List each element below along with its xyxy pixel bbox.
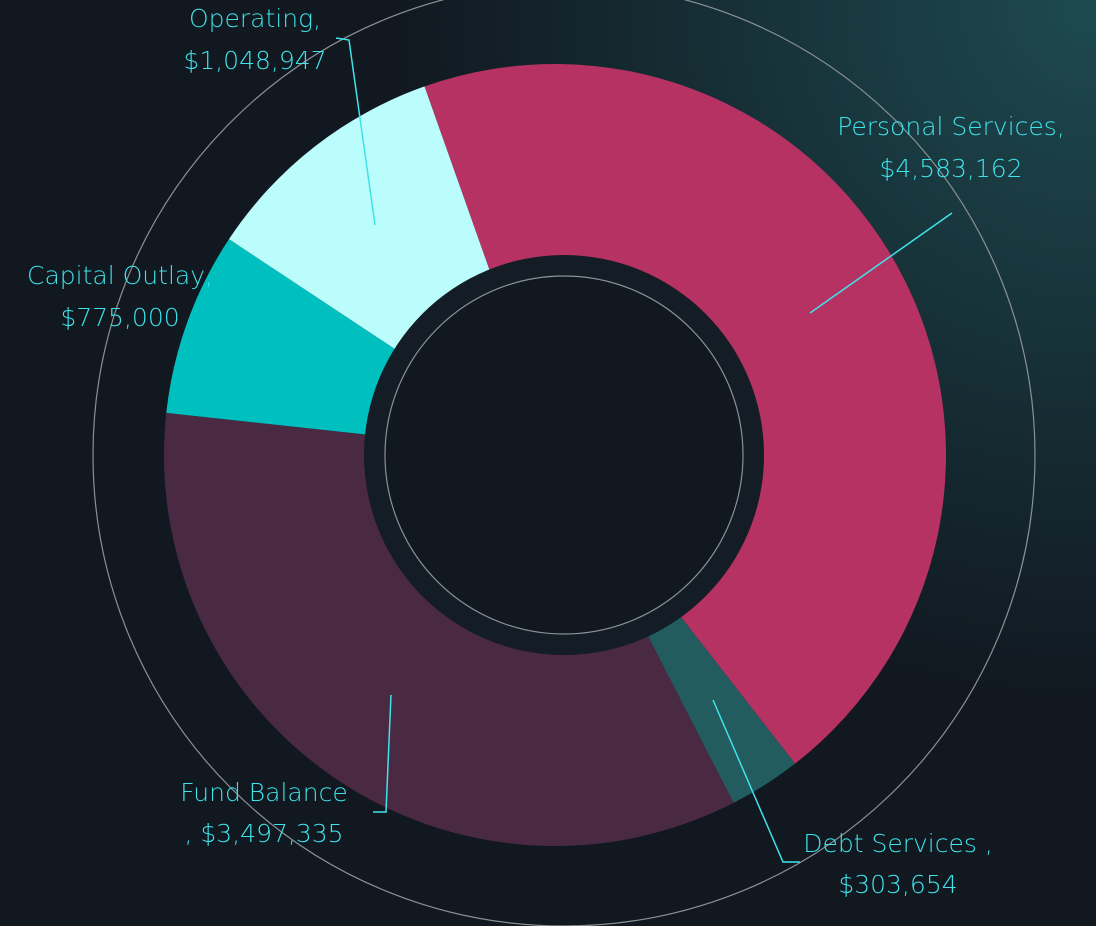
category-name: Debt Services: [803, 829, 985, 858]
data-label-value: $303,654: [838, 870, 957, 899]
leader-line: [335, 37, 376, 226]
value-label: $1,048,947: [183, 46, 326, 75]
value-label: $4,583,162: [879, 154, 1022, 183]
slice: [641, 604, 796, 803]
category-name: Operating: [189, 4, 313, 33]
category-name: Fund Balance: [180, 778, 347, 807]
category-name: Personal Services: [837, 112, 1057, 141]
data-label-value: $775,000: [60, 303, 179, 332]
slice: [166, 239, 397, 435]
leader-line: [373, 694, 392, 813]
label-separator: ,: [205, 261, 213, 290]
label-separator: ,: [313, 4, 321, 33]
data-label-value: , $3,497,335: [184, 819, 343, 848]
data-label-name: Operating,: [189, 4, 321, 33]
label-separator: ,: [184, 819, 192, 848]
label-separator: ,: [985, 829, 993, 858]
leader-line: [809, 212, 953, 314]
category-name: Capital Outlay: [27, 261, 205, 290]
labels: Personal Services, $4,583,162 Debt Service…: [27, 4, 1065, 899]
slices: [163, 63, 947, 846]
data-label-value: $4,583,162: [879, 154, 1022, 183]
data-label-name: Fund Balance: [180, 778, 347, 807]
data-label-name: Capital Outlay,: [27, 261, 213, 290]
inner-ring: [384, 275, 744, 635]
value-label: $303,654: [838, 870, 957, 899]
slice: [424, 63, 947, 764]
data-label-name: Debt Services ,: [803, 829, 993, 858]
value-label: $3,497,335: [200, 819, 343, 848]
label-separator: ,: [1057, 112, 1065, 141]
slice: [228, 86, 492, 351]
value-label: $775,000: [60, 303, 179, 332]
data-label-value: $1,048,947: [183, 46, 326, 75]
outer-ring: [92, 0, 1036, 926]
slice: [163, 412, 734, 846]
leader-line: [712, 699, 800, 863]
data-label-name: Personal Services,: [837, 112, 1065, 141]
